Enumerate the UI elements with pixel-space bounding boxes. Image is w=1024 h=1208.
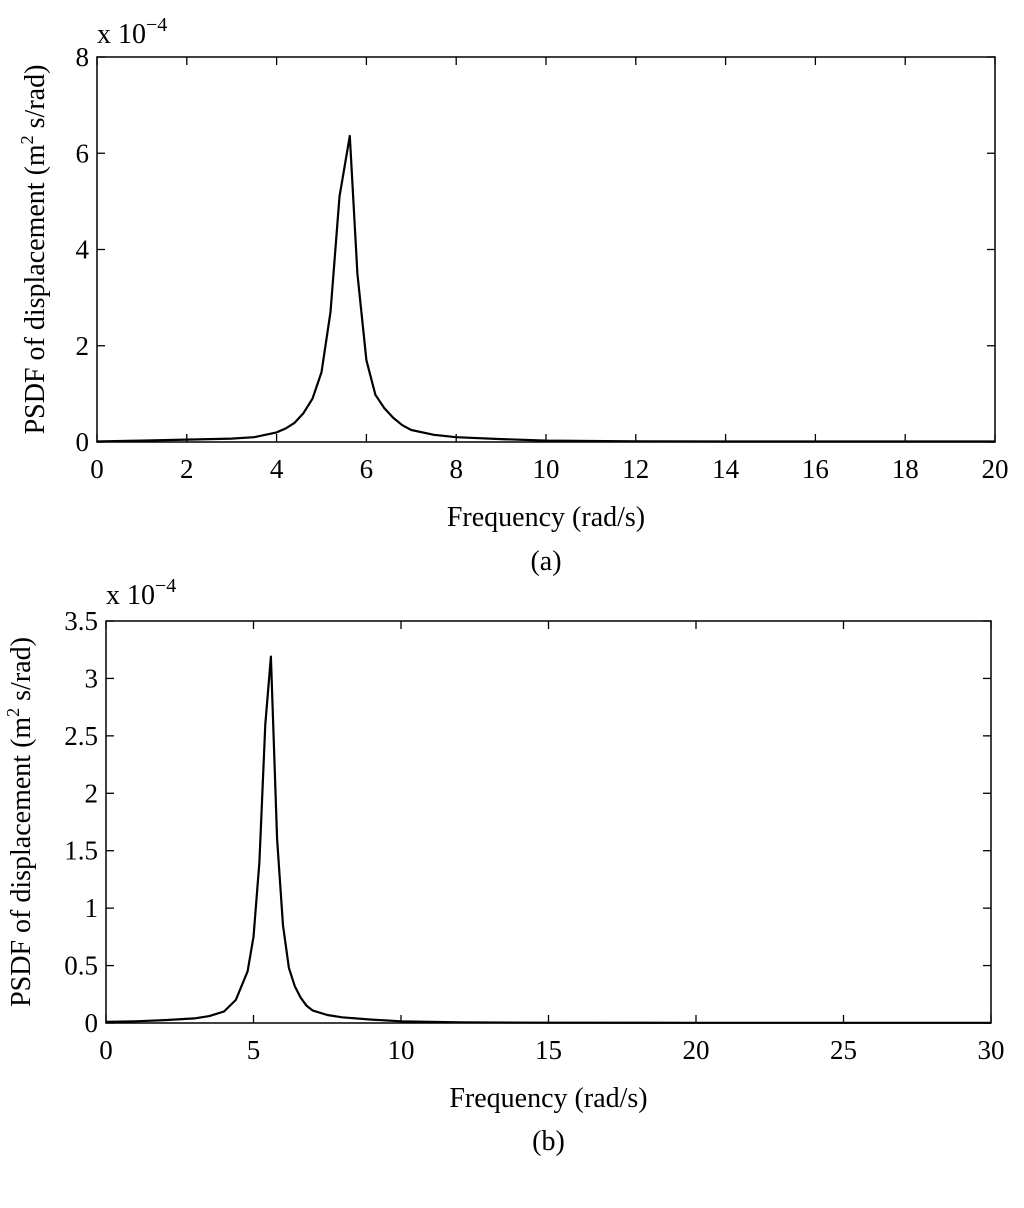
y-tick-label: 1.5 bbox=[64, 836, 98, 866]
y-tick-label: 2 bbox=[76, 331, 90, 361]
y-axis-label: PSDF of displacement (m2 s/rad) bbox=[17, 65, 51, 435]
panel-label: (b) bbox=[532, 1126, 565, 1157]
x-tick-label: 0 bbox=[99, 1035, 113, 1065]
y-tick-label: 3 bbox=[85, 663, 99, 693]
plot-frame bbox=[105, 620, 992, 1024]
psdf-line bbox=[96, 134, 995, 443]
y-tick-label: 0 bbox=[85, 1008, 99, 1038]
y-tick-label: 3.5 bbox=[64, 606, 98, 636]
y-tick-label: 4 bbox=[76, 235, 90, 265]
x-tick-label: 6 bbox=[360, 454, 374, 484]
y-tick-label: 2.5 bbox=[64, 721, 98, 751]
y-tick-label: 0 bbox=[76, 427, 90, 457]
x-tick-label: 12 bbox=[622, 454, 649, 484]
x-tick-label: 10 bbox=[388, 1035, 415, 1065]
chart-b: 0 5 10 15 20 25 30 0 0.5 1 1.5 2 2.5 3 3.5 Frequency (r… bbox=[3, 575, 1005, 1157]
x-tick-label: 15 bbox=[535, 1035, 562, 1065]
x-tick-label: 5 bbox=[247, 1035, 261, 1065]
x-tick-label: 0 bbox=[90, 454, 104, 484]
x-tick-label: 30 bbox=[978, 1035, 1005, 1065]
panel-label: (a) bbox=[530, 546, 561, 577]
y-multiplier: x 10−4 bbox=[106, 575, 176, 611]
x-tick-label: 4 bbox=[270, 454, 284, 484]
x-axis-label: Frequency (rad/s) bbox=[449, 1083, 647, 1114]
x-tick-label: 25 bbox=[830, 1035, 857, 1065]
y-tick-label: 8 bbox=[76, 42, 90, 72]
y-multiplier: x 10−4 bbox=[97, 14, 167, 50]
y-axis-label: PSDF of displacement (m2 s/rad) bbox=[3, 637, 37, 1007]
x-axis-label: Frequency (rad/s) bbox=[447, 502, 645, 533]
x-tick-label: 10 bbox=[533, 454, 560, 484]
y-tick-label: 0.5 bbox=[64, 951, 98, 981]
x-tick-label: 20 bbox=[982, 454, 1009, 484]
chart-a: 0 2 4 6 8 10 12 14 16 18 20 0 2 4 6 8 Frequency (rad/s) (… bbox=[17, 14, 1009, 577]
x-tick-label: 20 bbox=[683, 1035, 710, 1065]
plot-frame bbox=[96, 56, 996, 443]
x-tick-label: 2 bbox=[180, 454, 194, 484]
x-tick-label: 18 bbox=[892, 454, 919, 484]
x-tick-label: 8 bbox=[449, 454, 463, 484]
x-tick-label: 14 bbox=[712, 454, 740, 484]
y-tick-label: 2 bbox=[85, 778, 99, 808]
x-tick-label: 16 bbox=[802, 454, 829, 484]
y-tick-label: 1 bbox=[85, 893, 99, 923]
y-tick-label: 6 bbox=[76, 138, 90, 168]
psdf-line bbox=[105, 655, 991, 1024]
